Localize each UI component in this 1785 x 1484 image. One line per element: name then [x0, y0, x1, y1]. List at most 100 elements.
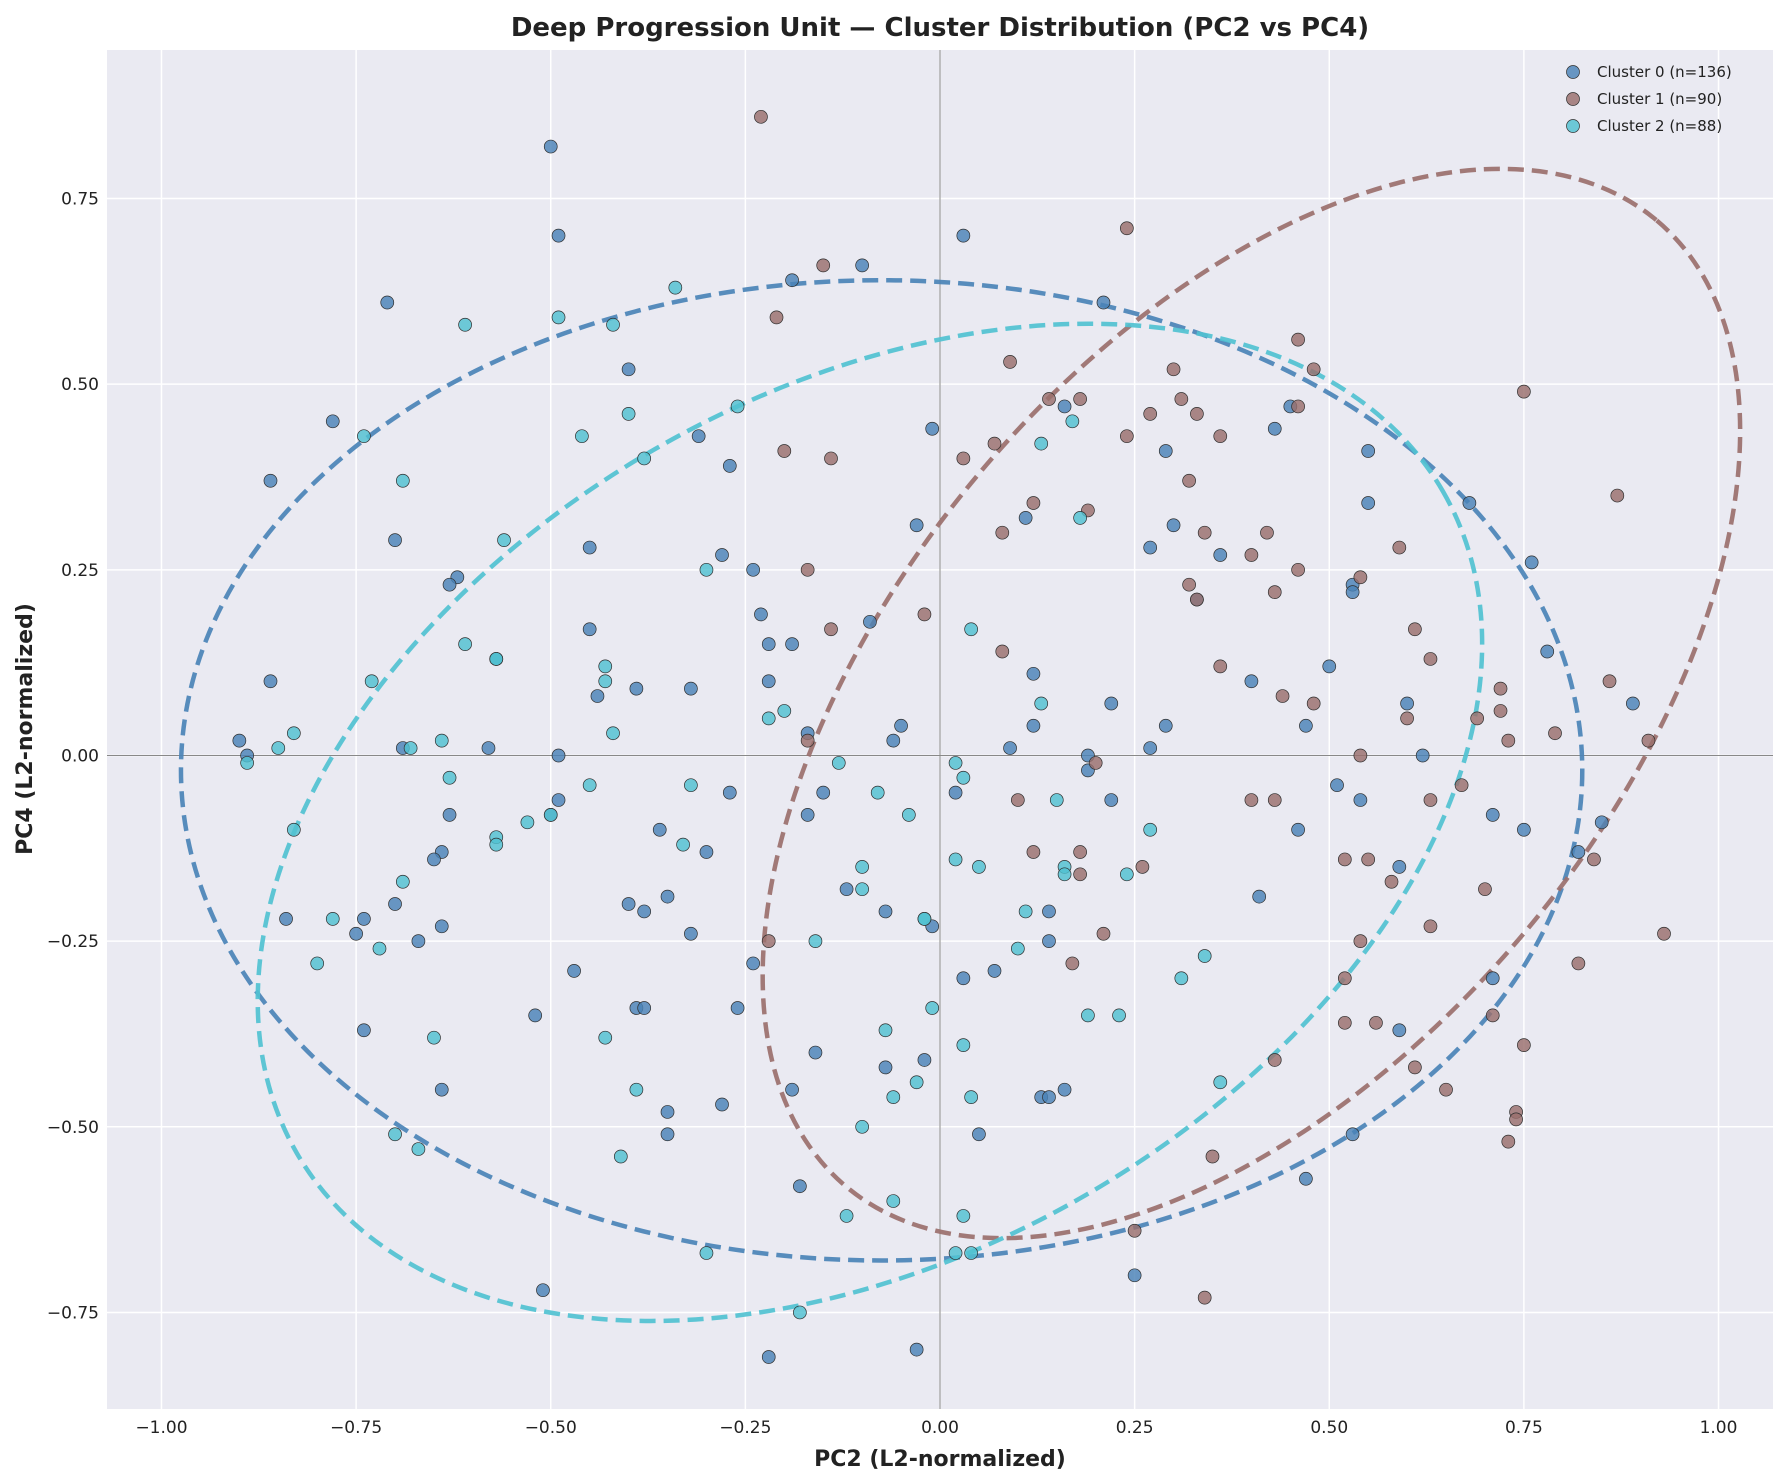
cluster-2-point [458, 317, 472, 332]
cluster-0-point [551, 793, 566, 807]
cluster-0-point [1158, 718, 1173, 733]
cluster-2-point [458, 637, 472, 651]
cluster-2-point [388, 1127, 402, 1142]
cluster-0-point [1166, 518, 1181, 533]
cluster-1-point [1190, 407, 1204, 421]
cluster-0-point [800, 808, 815, 822]
data-points [232, 109, 1671, 1364]
cluster-1-point [1267, 793, 1282, 807]
cluster-1-point [754, 109, 768, 124]
x-tick-label: 0.00 [921, 1418, 959, 1438]
legend-label: Cluster 2 (n=88) [1597, 117, 1722, 135]
cluster-1-point [1127, 1223, 1142, 1238]
cluster-0-point [761, 637, 776, 651]
cluster-0-point [1400, 696, 1414, 711]
y-tick-label: 0.00 [61, 746, 99, 766]
cluster-2-point [629, 1082, 644, 1097]
cluster-2-point [1143, 822, 1158, 837]
cluster-1-point [1088, 756, 1103, 770]
cluster-0-point [1042, 904, 1056, 919]
cluster-2-point [956, 770, 971, 785]
cluster-2-point [1049, 793, 1064, 807]
legend-marker [1566, 92, 1580, 106]
cluster-2-point [1065, 414, 1080, 429]
cluster-0-point [1361, 444, 1376, 458]
cluster-0-point [1244, 674, 1259, 689]
cluster-1-point [1548, 726, 1562, 741]
cluster-2-point [489, 837, 504, 852]
cluster-0-point [1042, 1090, 1056, 1104]
cluster-0-point [863, 614, 877, 629]
cluster-1-point [1135, 860, 1150, 874]
cluster-0-point [925, 421, 940, 436]
cluster-2-point [870, 785, 885, 800]
cluster-2-point [972, 860, 986, 874]
cluster-0-point [263, 674, 278, 689]
cluster-2-point [613, 1149, 628, 1164]
cluster-1-point [1337, 852, 1352, 867]
cluster-1-point [1197, 1290, 1212, 1305]
cluster-1-point [1244, 793, 1259, 807]
cluster-1-point [1073, 867, 1087, 882]
cluster-1-point [1641, 733, 1656, 748]
cluster-0-point [582, 540, 597, 555]
cluster-0-point [785, 1082, 799, 1097]
cluster-2-point [357, 429, 371, 444]
cluster-2-point [598, 674, 613, 689]
x-tick-label: −0.50 [525, 1418, 577, 1438]
cluster-0-point [1158, 444, 1173, 458]
cluster-2-point [598, 659, 613, 674]
cluster-0-point [1462, 496, 1477, 510]
cluster-1-point [1337, 971, 1352, 986]
cluster-0-point [746, 562, 761, 577]
cluster-0-point [1042, 934, 1056, 948]
cluster-0-point [1026, 666, 1041, 681]
cluster-2-point [1034, 436, 1049, 451]
cluster-1-point [1587, 852, 1601, 867]
cluster-1-point [1073, 392, 1087, 406]
cluster-0-point [1104, 696, 1119, 711]
cluster-2-point [831, 756, 846, 770]
cluster-1-point [1337, 1015, 1352, 1030]
cluster-0-point [543, 139, 558, 154]
cluster-0-point [1626, 696, 1640, 711]
cluster-0-point [894, 718, 908, 733]
cluster-1-point [1244, 548, 1259, 562]
cluster-2-point [1174, 971, 1189, 986]
cluster-0-point [948, 785, 963, 800]
cluster-1-point [1353, 748, 1368, 763]
cluster-0-point [699, 845, 714, 859]
cluster-0-point [434, 919, 449, 934]
cluster-1-point [917, 607, 932, 622]
cluster-0-point [1361, 496, 1376, 510]
cluster-0-point [715, 1097, 729, 1112]
cluster-0-point [878, 904, 893, 919]
cluster-0-point [785, 273, 799, 288]
cluster-1-point [1439, 1082, 1453, 1097]
legend-marker [1566, 119, 1580, 133]
zero-lines [107, 50, 1773, 1409]
cluster-0-point [1353, 793, 1368, 807]
cluster-0-point [722, 785, 737, 800]
cluster-0-point [1330, 778, 1344, 793]
cluster-0-point [1594, 815, 1609, 830]
cluster-2-point [948, 1246, 963, 1260]
cluster-0-point [1299, 718, 1313, 733]
cluster-1-point [1392, 540, 1407, 555]
cluster-0-point [1485, 971, 1500, 986]
cluster-1-point [987, 436, 1002, 451]
cluster-2-point [676, 837, 690, 852]
cluster-2-point [855, 882, 869, 897]
cluster-1-point [1353, 934, 1368, 948]
cluster-1-point [1493, 681, 1508, 696]
cluster-2-point [621, 407, 636, 421]
cluster-1-point [1423, 919, 1438, 934]
cluster-0-point [909, 518, 924, 533]
cluster-2-point [761, 711, 776, 726]
cluster-0-point [886, 733, 901, 748]
y-tick-label: −0.25 [47, 932, 99, 952]
cluster-2-point [1119, 867, 1134, 882]
cluster-1-point [1003, 355, 1017, 369]
cluster-0-point [1524, 555, 1539, 570]
cluster-1-point [1291, 332, 1305, 347]
